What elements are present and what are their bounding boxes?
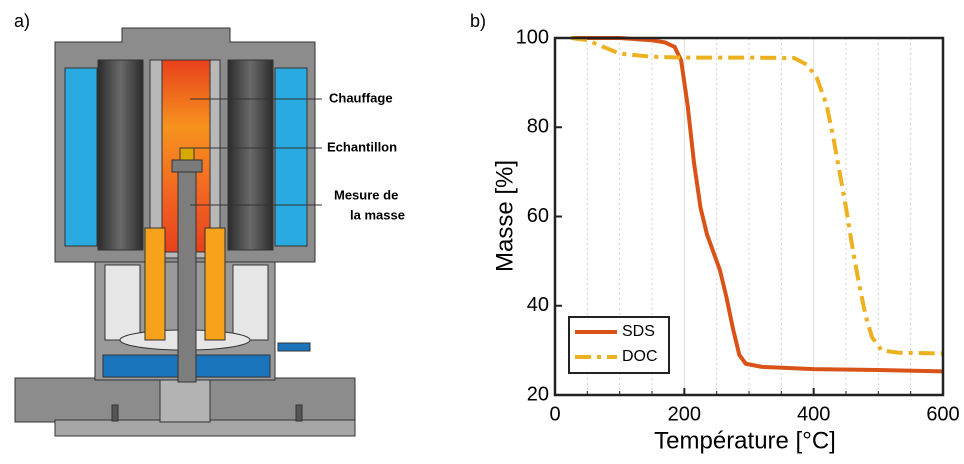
callout-lines [190,98,322,206]
legend-label: SDS [622,323,655,340]
y-tick-label: 60 [527,205,549,227]
x-tick-label: 200 [668,403,701,425]
legend-label: DOC [622,348,658,365]
y-axis-label: Masse [%] [491,160,518,272]
y-tick-label: 40 [527,294,549,316]
panel-label: a) [14,11,30,31]
legend-box [568,316,670,374]
line [571,36,944,374]
x-tick-label: 600 [926,403,959,425]
callout: Mesure de [334,187,398,202]
callout: Echantillon [327,139,397,154]
y-tick-label: 20 [527,383,549,405]
panel-label: b) [470,11,486,31]
x-axis-label: Température [°C] [654,427,836,454]
y-tick-label: 100 [516,26,549,48]
callout: la masse [350,207,405,222]
callout: Chauffage [329,90,393,105]
plot-frame [553,36,945,397]
apparatus [14,27,356,437]
x-tick-label: 0 [549,403,560,425]
x-tick-label: 400 [797,403,830,425]
y-tick-label: 80 [527,116,549,138]
line [570,36,944,356]
